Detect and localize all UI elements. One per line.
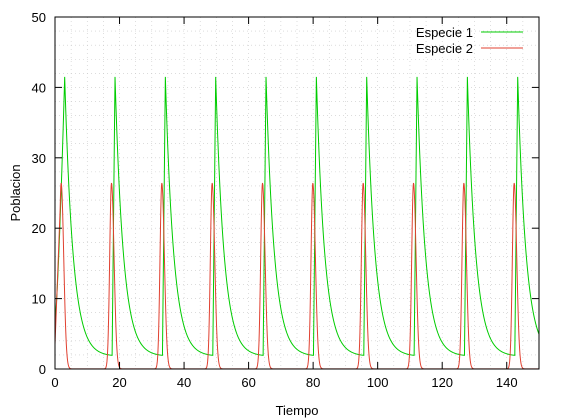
y-tick-label: 20 (32, 221, 46, 236)
series-line-especie-1 (54, 76, 540, 356)
y-tick-label: 30 (32, 151, 46, 166)
x-tick-label: 20 (112, 375, 126, 390)
legend-label-especie-1: Especie 1 (416, 25, 473, 40)
x-tick-label: 100 (367, 375, 389, 390)
axis-ticks: 0 20 40 60 80 100 120 140 0 10 20 30 40 50 (32, 10, 539, 390)
x-tick-label: 140 (496, 375, 518, 390)
y-tick-label: 40 (32, 80, 46, 95)
y-axis-title: Poblacion (8, 164, 23, 221)
x-tick-label: 40 (177, 375, 191, 390)
x-tick-label: 0 (51, 375, 58, 390)
y-tick-label: 0 (39, 362, 46, 377)
y-tick-label: 10 (32, 292, 46, 307)
legend-label-especie-2: Especie 2 (416, 41, 473, 56)
y-tick-label: 50 (32, 10, 46, 25)
x-tick-label: 80 (306, 375, 320, 390)
legend: Especie 1 Especie 2 (416, 25, 523, 56)
x-tick-label: 60 (241, 375, 255, 390)
x-axis-title: Tiempo (276, 403, 319, 418)
plot-frame (54, 16, 540, 370)
x-tick-label: 120 (431, 375, 453, 390)
